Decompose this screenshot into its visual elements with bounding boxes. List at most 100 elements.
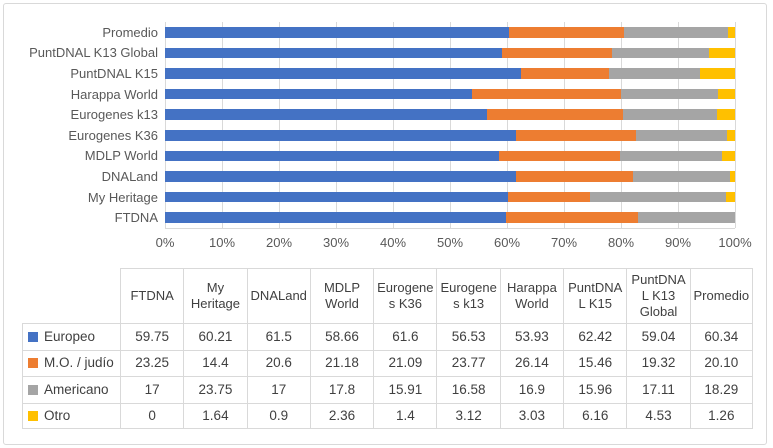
value-cell: 17.8 (309, 376, 374, 403)
value-cell: 60.21 (183, 323, 247, 350)
bar-segment (515, 171, 633, 182)
bar-segment (729, 171, 735, 182)
bar-segment (721, 150, 735, 162)
value-cell: 1.26 (689, 402, 753, 429)
stacked-bar (165, 171, 735, 182)
column-header: Eurogenes K36 (373, 268, 437, 323)
x-axis-tick: 30% (322, 235, 350, 250)
legend-label: Otro (44, 407, 71, 423)
value-cell: 16.58 (436, 376, 500, 403)
column-header: FTDNA (120, 268, 184, 323)
x-axis-tick: 0% (155, 235, 175, 250)
bar-segment (636, 130, 727, 141)
value-cell: 1.4 (373, 402, 437, 429)
value-cell: 20.6 (246, 349, 310, 376)
value-cell: 15.96 (563, 376, 627, 403)
bar-segment (620, 150, 722, 162)
bar-segment (165, 191, 509, 203)
value-cell: 6.16 (563, 402, 627, 429)
gridline (393, 22, 394, 228)
value-cell: 60.34 (689, 323, 753, 350)
stacked-bar (165, 88, 735, 100)
gridline (507, 22, 508, 228)
category-label: FTDNA (114, 210, 158, 226)
bar-segment (499, 150, 621, 162)
bar-segment (632, 171, 730, 182)
value-cell: 16.9 (499, 376, 564, 403)
category-label: Harappa World (70, 86, 158, 102)
bar-segment (725, 191, 735, 203)
gridline (336, 22, 337, 228)
value-cell: 4.53 (626, 402, 690, 429)
bar-segment (165, 212, 506, 223)
value-cell: 15.46 (563, 349, 627, 376)
bar-segment (165, 68, 521, 79)
x-axis-tick: 20% (265, 235, 293, 250)
bar-segment (165, 171, 516, 182)
bar-segment (165, 88, 473, 100)
legend-label: Europeo (44, 328, 96, 344)
bar-segment (508, 27, 624, 38)
legend-label-cell: Otro (22, 402, 120, 429)
stacked-bar (165, 68, 735, 79)
value-cell: 26.14 (499, 349, 564, 376)
value-cell: 17 (246, 376, 310, 403)
value-cell: 62.42 (563, 323, 627, 350)
table-corner-cell (22, 268, 120, 323)
value-cell: 56.53 (436, 323, 500, 350)
legend-swatch (28, 410, 38, 421)
legend-label-cell: M.O. / judío (22, 349, 120, 376)
column-header: Harappa World (499, 268, 564, 323)
category-label: PuntDNAL K15 (70, 65, 158, 81)
value-cell: 59.04 (626, 323, 690, 350)
plot-area (165, 22, 736, 229)
gridline (279, 22, 280, 228)
category-axis: Promedio PuntDNAL K13 Global PuntDNAL K15 H… (0, 22, 158, 228)
legend-swatch (28, 384, 38, 395)
gridline (735, 22, 736, 228)
category-label: My Heritage (87, 189, 158, 205)
x-axis-tick: 40% (379, 235, 407, 250)
column-header: Promedio (689, 268, 753, 323)
category-label: PuntDNAL K13 Global (29, 45, 158, 61)
bar-segment (727, 27, 735, 38)
x-axis-tick: 70% (550, 235, 578, 250)
value-cell: 1.64 (183, 402, 247, 429)
value-cell: 3.12 (436, 402, 500, 429)
stacked-bar (165, 47, 735, 59)
category-label: Eurogenes K36 (68, 127, 158, 143)
bar-segment (508, 191, 591, 203)
legend-label-cell: Americano (22, 376, 120, 403)
value-cell: 18.29 (689, 376, 753, 403)
value-cell: 23.75 (183, 376, 247, 403)
bar-segment (699, 68, 735, 79)
column-header: My Heritage (183, 268, 247, 323)
bar-segment (165, 130, 517, 141)
bar-segment (623, 27, 728, 38)
data-table: FTDNA My Heritage DNALand MDLP World Eurogen… (22, 268, 753, 429)
x-axis-tick: 10% (208, 235, 236, 250)
value-cell: 0.9 (246, 402, 310, 429)
bar-segment (608, 68, 700, 79)
legend-label: M.O. / judío (44, 355, 114, 371)
gridline (165, 22, 166, 228)
x-axis-tick: 60% (493, 235, 521, 250)
column-header: PuntDNAL K15 (563, 268, 627, 323)
bar-segment (717, 109, 735, 120)
bar-segment (165, 27, 509, 38)
stacked-bar (165, 27, 735, 38)
value-cell: 21.18 (309, 349, 374, 376)
column-header: Eurogenes k13 (436, 268, 500, 323)
category-label: MDLP World (84, 148, 158, 164)
stacked-bar (165, 191, 735, 203)
gridline (564, 22, 565, 228)
bar-segment (622, 109, 718, 120)
legend-label-cell: Europeo (22, 323, 120, 350)
bar-segment (505, 212, 639, 223)
value-cell: 61.6 (373, 323, 437, 350)
value-cell: 0 (120, 402, 184, 429)
value-cell: 23.77 (436, 349, 500, 376)
x-axis-tick: 90% (664, 235, 692, 250)
value-cell: 15.91 (373, 376, 437, 403)
